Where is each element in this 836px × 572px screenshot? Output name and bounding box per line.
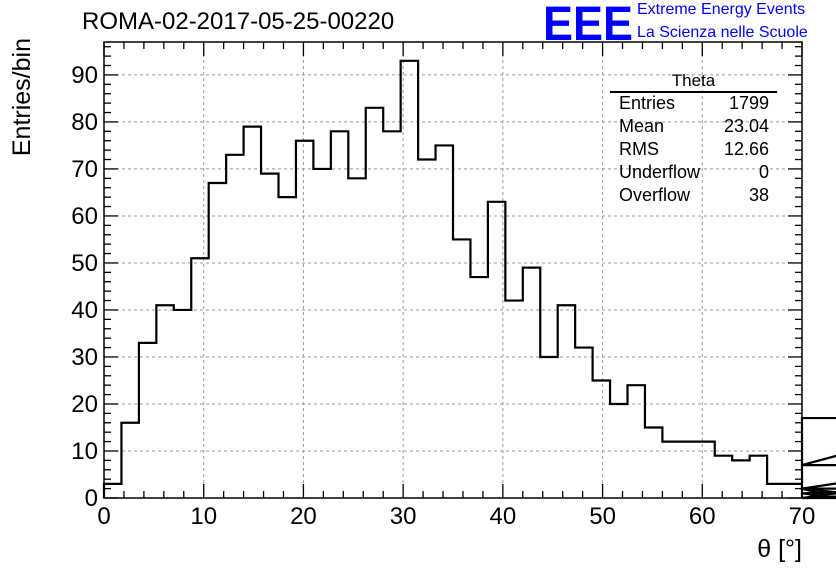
y-tick-label: 40 [71, 297, 98, 324]
stats-row-underflow: Underflow 0 [619, 162, 769, 184]
histogram-series [102, 59, 836, 500]
x-tick-label: 0 [97, 503, 110, 530]
histogram-bin [104, 484, 121, 498]
stats-row-mean: Mean 23.04 [619, 116, 769, 138]
stats-row-rms: RMS 12.66 [619, 139, 769, 161]
stats-label: Overflow [619, 185, 691, 205]
y-axis-label: Entries/bin [8, 38, 36, 156]
x-tick-label: 70 [789, 503, 816, 530]
histogram-bin [383, 131, 400, 498]
y-tick-label: 20 [71, 391, 98, 418]
stats-box: Theta Entries 1799 Mean 23.04 RMS 12.66 … [610, 71, 777, 211]
histogram-bin [348, 178, 365, 498]
histogram-bin [366, 108, 383, 498]
histogram-bin [296, 141, 313, 498]
y-tick-label: 50 [71, 250, 98, 277]
x-tick-label: 10 [190, 503, 217, 530]
histogram-bin [139, 343, 156, 498]
x-tick-label: 50 [589, 503, 616, 530]
histogram-bin [750, 456, 767, 498]
histogram-bin [732, 460, 749, 498]
logo-line-2: La Scienza nelle Scuole [637, 24, 808, 41]
stats-label: Mean [619, 116, 665, 136]
x-tick-label: 20 [290, 503, 317, 530]
stats-value: 0 [758, 162, 769, 182]
chart-title: ROMA-02-2017-05-25-00220 [82, 8, 395, 35]
histogram-bin [453, 239, 470, 498]
axes [103, 41, 803, 499]
histogram-bin [505, 301, 522, 498]
stats-value: 38 [748, 185, 769, 205]
y-tick-label: 80 [71, 109, 98, 136]
eee-logo-text: EEE [543, 0, 633, 46]
histogram-bin [715, 456, 732, 498]
eee-logo-mark: EEE [543, 0, 633, 46]
y-tick-label: 90 [71, 62, 98, 89]
histogram-bin [610, 404, 627, 498]
y-tick-label: 10 [71, 438, 98, 465]
plot-frame [103, 41, 803, 499]
stats-value: 23.04 [723, 116, 769, 136]
histogram-bin [680, 442, 697, 498]
histogram-bin [628, 385, 645, 498]
y-tick-label: 60 [71, 203, 98, 230]
histogram-bin [209, 183, 226, 498]
x-axis-label: θ [°] [757, 535, 802, 563]
histogram-bin [785, 484, 802, 498]
x-tick-label: 60 [689, 503, 716, 530]
x-tick-label: 40 [490, 503, 517, 530]
stats-value: 1799 [728, 93, 769, 113]
histogram-bin [244, 127, 261, 498]
histogram-bin [593, 380, 610, 498]
x-tick-label: 30 [390, 503, 417, 530]
histogram-bin [261, 174, 278, 498]
tick-labels: 0 10 20 30 40 50 60 70 0 10 20 30 40 50 60 70 80 90 [71, 62, 815, 530]
stats-row-overflow: Overflow 38 [619, 185, 769, 207]
histogram-bin [575, 348, 592, 498]
stats-label: RMS [619, 139, 659, 159]
histogram-bin [697, 442, 714, 498]
histogram-bin [191, 258, 208, 498]
histogram-bin [436, 145, 453, 498]
histogram-bin [279, 197, 296, 498]
y-tick-label: 0 [85, 485, 98, 512]
histogram-bin [662, 442, 679, 498]
histogram-bin [331, 131, 348, 498]
histogram-bin [418, 160, 435, 498]
histogram-outline [102, 59, 836, 500]
logo-line-1: Extreme Energy Events [637, 1, 806, 18]
histogram-bin [540, 357, 557, 498]
histogram-bin [121, 423, 138, 498]
stats-value: 12.66 [723, 139, 769, 159]
y-tick-label: 30 [71, 344, 98, 371]
y-tick-label: 70 [71, 156, 98, 183]
stats-row-entries: Entries 1799 [619, 93, 769, 115]
stats-label: Entries [619, 93, 676, 113]
histogram-bin [645, 427, 662, 498]
histogram-bin [156, 305, 173, 498]
histogram-bin [558, 305, 575, 498]
stats-title-underline [610, 91, 777, 93]
stats-label: Underflow [619, 162, 701, 182]
stats-title: Theta [671, 71, 716, 90]
histogram-bin [313, 169, 330, 498]
histogram-bin [470, 277, 487, 498]
histogram-bin [226, 155, 243, 498]
histogram-bin [523, 268, 540, 498]
